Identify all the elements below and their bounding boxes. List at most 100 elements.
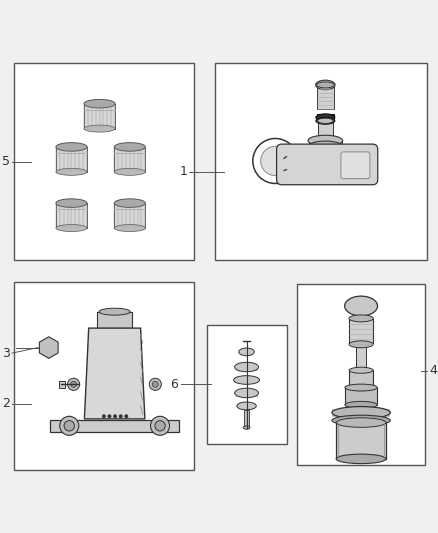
Ellipse shape [235,388,258,398]
Bar [84,104,115,128]
Bar [236,367,258,371]
Ellipse shape [114,199,145,207]
Text: 3: 3 [2,346,10,360]
Circle shape [261,147,290,175]
Bar [357,344,366,370]
Bar [349,370,373,387]
Ellipse shape [41,345,57,350]
Bar [114,203,145,228]
Ellipse shape [332,415,390,425]
Circle shape [60,416,79,435]
Ellipse shape [316,80,335,90]
Ellipse shape [349,315,373,322]
Bar [318,121,333,139]
Bar [207,325,286,444]
Ellipse shape [336,418,386,427]
Polygon shape [56,147,87,172]
Ellipse shape [308,135,343,146]
Ellipse shape [114,143,145,151]
Ellipse shape [56,168,87,175]
Ellipse shape [84,100,115,108]
Bar [114,147,145,172]
FancyBboxPatch shape [341,152,370,179]
Circle shape [113,415,117,418]
Circle shape [155,421,165,431]
Ellipse shape [56,143,87,151]
Ellipse shape [235,362,258,372]
Bar [14,63,194,260]
Bar [317,85,334,109]
Ellipse shape [316,114,335,121]
Bar [345,387,377,405]
Ellipse shape [286,178,295,181]
Bar [238,406,255,409]
Circle shape [119,415,123,418]
Circle shape [149,378,161,390]
Ellipse shape [239,348,254,356]
Bar [236,393,258,397]
Bar [332,409,390,416]
Text: 4: 4 [429,365,437,377]
Ellipse shape [316,117,335,124]
Ellipse shape [345,401,377,408]
Bar [309,141,342,146]
Ellipse shape [84,125,115,132]
Ellipse shape [314,167,336,174]
Circle shape [71,381,77,387]
Bar [317,114,334,121]
Text: 5: 5 [2,155,10,168]
Circle shape [67,378,80,390]
Bar [59,381,64,388]
Ellipse shape [319,162,332,167]
Ellipse shape [317,82,334,88]
Bar [97,312,132,328]
Text: 2: 2 [2,398,10,410]
Ellipse shape [233,376,260,384]
Ellipse shape [345,384,377,391]
Bar [297,284,425,465]
Ellipse shape [309,141,342,151]
Circle shape [151,416,170,435]
Ellipse shape [114,224,145,231]
Ellipse shape [349,341,373,348]
Ellipse shape [114,168,145,175]
Circle shape [152,381,158,387]
Bar [349,318,373,344]
Bar [240,352,254,355]
Bar [56,147,87,172]
Polygon shape [56,203,87,228]
Polygon shape [85,328,145,419]
Text: 6: 6 [170,378,178,391]
Ellipse shape [237,402,256,410]
Ellipse shape [56,224,87,231]
Circle shape [356,169,367,180]
Circle shape [64,421,74,431]
Polygon shape [114,147,145,172]
Ellipse shape [349,367,373,373]
Text: 1: 1 [179,165,187,178]
Ellipse shape [312,162,338,171]
Ellipse shape [332,407,390,419]
Ellipse shape [243,426,250,429]
Circle shape [108,415,111,418]
FancyBboxPatch shape [276,144,378,185]
Polygon shape [114,203,145,228]
Ellipse shape [349,384,373,391]
Ellipse shape [318,118,333,124]
Ellipse shape [99,308,130,315]
Bar [336,423,386,459]
Bar [234,380,259,383]
Bar [244,410,249,427]
Circle shape [124,415,128,418]
Polygon shape [84,104,115,128]
Ellipse shape [336,454,386,464]
Bar [50,420,180,432]
Ellipse shape [345,296,378,316]
Bar [319,141,332,165]
Bar [215,63,427,260]
Bar [14,281,194,470]
Ellipse shape [56,199,87,207]
Bar [56,203,87,228]
Circle shape [102,415,106,418]
Ellipse shape [360,178,368,181]
